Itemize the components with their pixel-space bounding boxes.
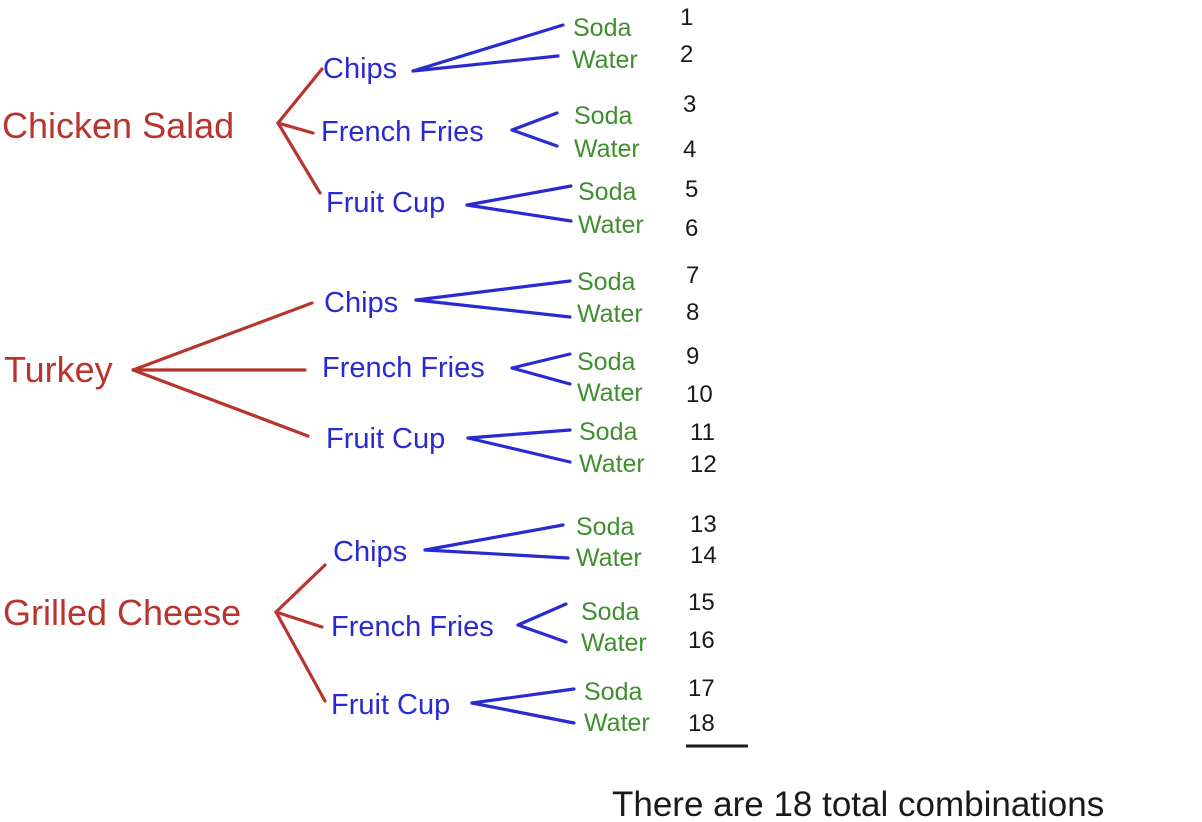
node-labels: Chicken Salad Chips Soda 1 Water 2 French Frie… (2, 4, 717, 737)
side-to-drink-branch (411, 23, 565, 73)
side-to-drink-branch (510, 352, 572, 370)
side-to-drink-branch (516, 602, 568, 627)
side-to-drink-branch (465, 184, 573, 207)
outcome-number: 16 (688, 627, 715, 654)
side-dish-label: Chips (323, 53, 397, 85)
drink-label: Water (574, 135, 640, 163)
drink-label: Soda (574, 102, 632, 130)
main-dish-label: Grilled Cheese (3, 592, 241, 633)
drink-label: Water (584, 709, 650, 737)
main-to-side-branch (274, 610, 327, 703)
side-to-drink-branch (470, 687, 576, 705)
outcome-number: 3 (683, 91, 696, 118)
side-to-drink-branch (516, 623, 568, 644)
side-dish-label: Fruit Cup (331, 689, 450, 721)
side-dish-label: Fruit Cup (326, 187, 445, 219)
drink-label: Water (572, 46, 638, 74)
outcome-number: 11 (690, 419, 715, 446)
drink-label: Soda (573, 14, 631, 42)
drink-label: Water (576, 544, 642, 572)
outcome-number: 5 (685, 176, 698, 203)
main-to-side-branch (276, 121, 322, 195)
drink-label: Water (577, 300, 643, 328)
main-to-side-branch (131, 301, 314, 372)
drink-label: Water (577, 379, 643, 407)
outcome-number: 4 (683, 136, 696, 163)
side-to-drink-branch (510, 128, 559, 148)
side-dish-label: Fruit Cup (326, 423, 445, 455)
main-to-side-branch (276, 67, 324, 125)
drink-label: Soda (578, 178, 636, 206)
outcome-number: 13 (690, 511, 717, 538)
outcome-number: 15 (688, 589, 715, 616)
drink-label: Soda (577, 268, 635, 296)
side-to-drink-branch (466, 428, 572, 440)
total-combinations-text: There are 18 total combinations (612, 785, 1104, 822)
outcome-number: 12 (690, 451, 717, 478)
main-to-side-branch (131, 368, 310, 438)
drink-label: Water (581, 629, 647, 657)
outcome-number: 8 (686, 299, 699, 326)
outcome-number: 2 (680, 41, 693, 68)
outcome-number: 9 (686, 343, 699, 370)
outcome-number: 14 (690, 542, 717, 569)
drink-label: Water (579, 450, 645, 478)
outcome-number: 6 (685, 215, 698, 242)
side-dish-label: French Fries (322, 352, 485, 384)
side-to-drink-branch (423, 523, 565, 552)
outcome-number: 7 (686, 262, 699, 289)
main-to-side-branch (274, 563, 327, 614)
side-dish-label: French Fries (321, 116, 484, 148)
main-to-side-branch (276, 121, 315, 135)
branch-lines (131, 23, 576, 725)
side-to-drink-branch (510, 366, 572, 386)
drink-label: Soda (584, 678, 642, 706)
side-to-drink-branch (423, 548, 570, 560)
drink-label: Soda (581, 598, 639, 626)
drink-label: Soda (579, 418, 637, 446)
outcome-number: 1 (680, 4, 693, 31)
side-to-drink-branch (411, 54, 560, 73)
outcome-number: 10 (686, 381, 713, 408)
outcome-number: 17 (688, 675, 715, 702)
side-to-drink-branch (470, 701, 576, 725)
main-to-side-branch (274, 610, 324, 629)
side-to-drink-branch (414, 298, 572, 319)
side-to-drink-branch (414, 279, 572, 302)
main-dish-label: Turkey (4, 349, 113, 390)
main-dish-label: Chicken Salad (2, 105, 234, 146)
side-dish-label: Chips (333, 536, 407, 568)
side-to-drink-branch (466, 436, 572, 464)
drink-label: Soda (576, 513, 634, 541)
drink-label: Water (578, 211, 644, 239)
side-dish-label: French Fries (331, 611, 494, 643)
drink-label: Soda (577, 348, 635, 376)
outcome-number: 18 (688, 710, 715, 737)
side-dish-label: Chips (324, 287, 398, 319)
side-to-drink-branch (510, 111, 559, 132)
side-to-drink-branch (465, 203, 573, 223)
